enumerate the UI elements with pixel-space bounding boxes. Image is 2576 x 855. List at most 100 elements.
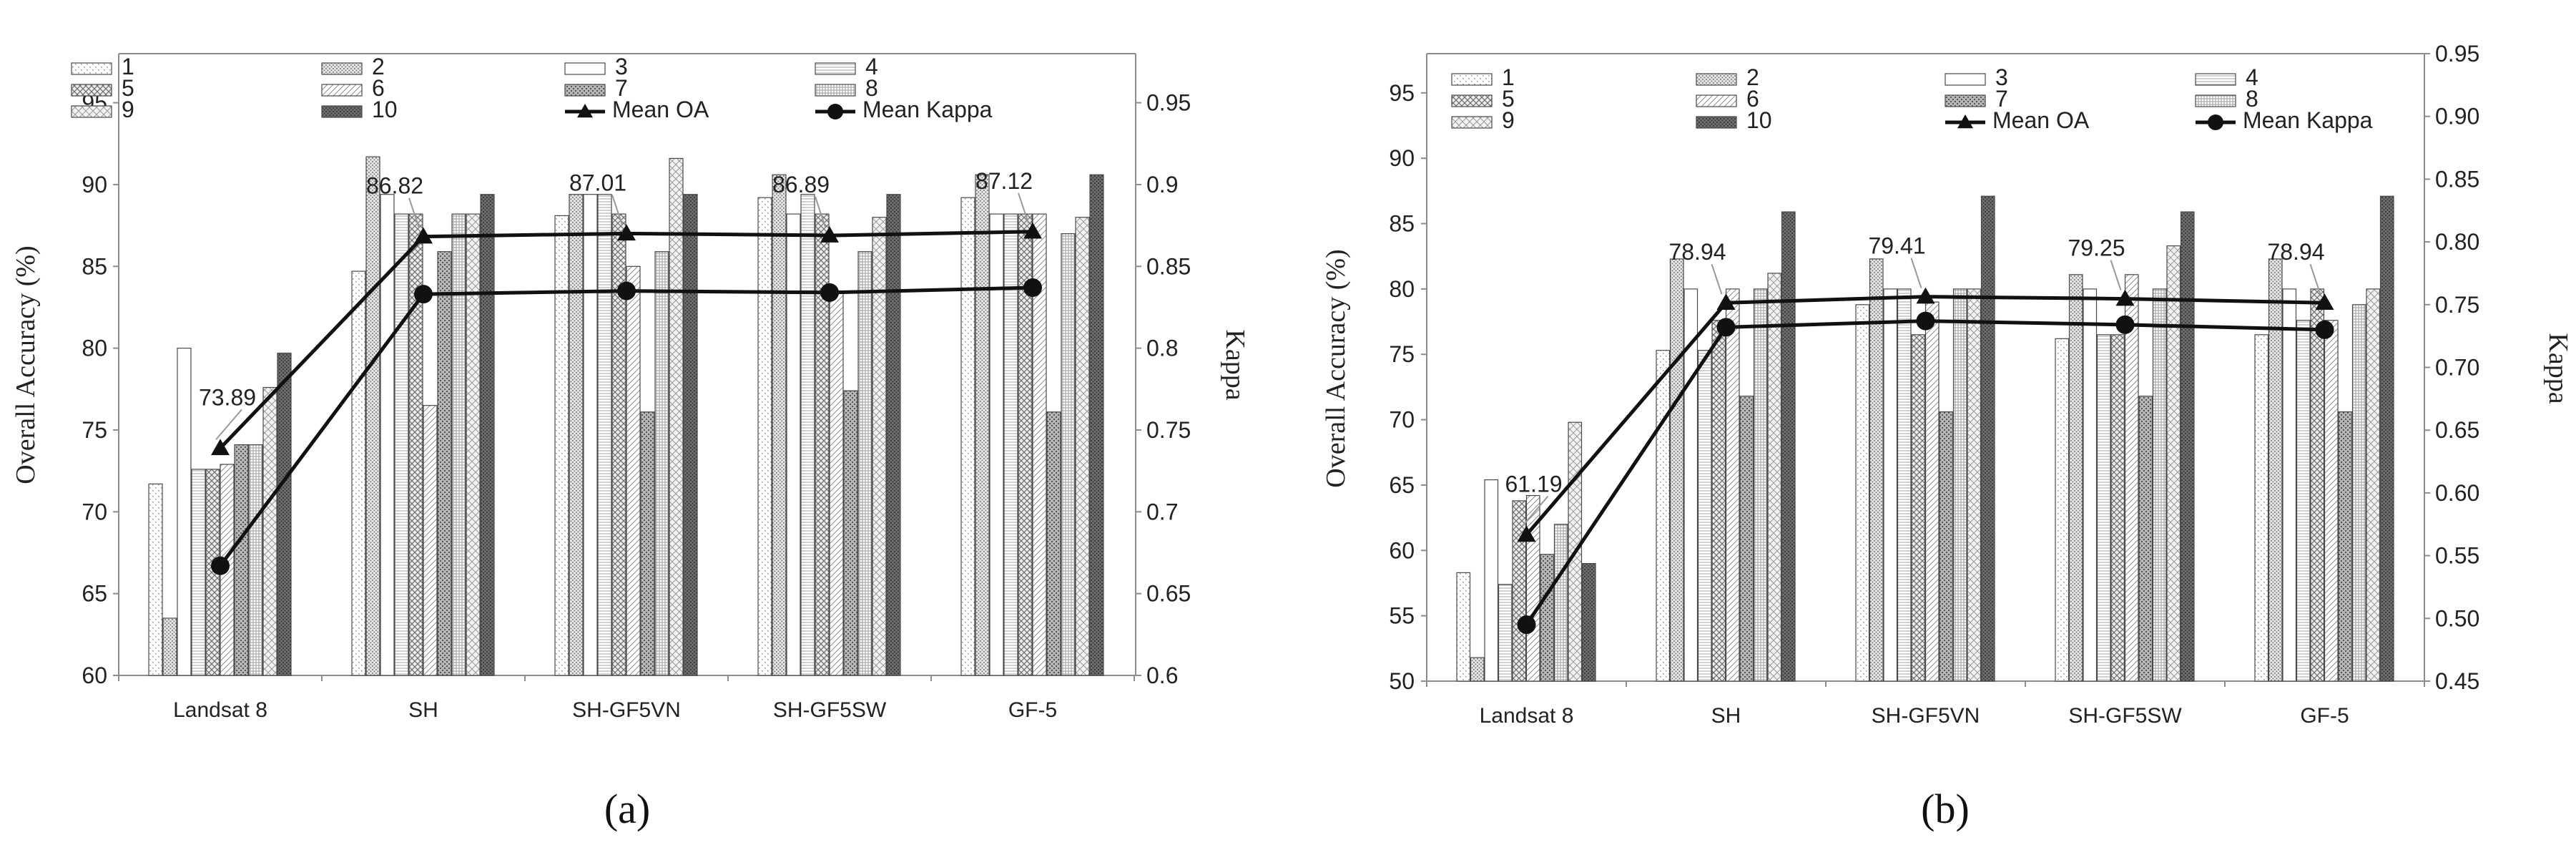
bar bbox=[162, 617, 177, 676]
legend-swatch bbox=[1945, 73, 1986, 86]
mean-kappa-marker bbox=[1023, 278, 1042, 298]
y-tick-label: 90 bbox=[1389, 145, 1415, 171]
bar bbox=[2166, 245, 2181, 682]
bars-a bbox=[148, 156, 1104, 676]
legend-label: 1 bbox=[1502, 64, 1515, 90]
bar bbox=[872, 217, 887, 676]
bars-b bbox=[1456, 195, 2394, 682]
annotation-callout bbox=[2110, 260, 2122, 290]
y-tick-label: 65 bbox=[1389, 472, 1415, 498]
legend-swatch bbox=[1696, 73, 1737, 86]
legend-label: 2 bbox=[1746, 64, 1759, 90]
y2-tick-label: 0.9 bbox=[1146, 172, 1178, 197]
bar bbox=[843, 390, 858, 676]
mean-oa-marker bbox=[1023, 222, 1042, 239]
y-tick-label: 70 bbox=[82, 499, 107, 524]
bar bbox=[1697, 350, 1712, 682]
mean-oa-line-b bbox=[1517, 287, 2334, 542]
legend-swatch bbox=[564, 62, 606, 75]
bar bbox=[234, 444, 249, 676]
mean-kappa-marker bbox=[1517, 615, 1536, 635]
x-tick-label: SH bbox=[1711, 704, 1741, 728]
bar bbox=[394, 213, 409, 676]
bar bbox=[1003, 213, 1018, 676]
bar bbox=[380, 194, 395, 676]
legend-label: Mean OA bbox=[612, 97, 709, 122]
annotation-callout bbox=[1711, 263, 1723, 295]
bar bbox=[1484, 479, 1499, 682]
legend-label: 3 bbox=[1995, 64, 2008, 90]
bar bbox=[960, 197, 975, 676]
bar bbox=[815, 213, 830, 676]
bar bbox=[2310, 288, 2325, 682]
y2-tick-label: 0.70 bbox=[2435, 355, 2479, 381]
x-tick-label: SH-GF5SW bbox=[773, 698, 887, 722]
legend-label: 6 bbox=[372, 75, 385, 101]
bar bbox=[365, 156, 380, 676]
y-tick-label: 85 bbox=[1389, 211, 1415, 237]
bar bbox=[1739, 396, 1754, 682]
bar bbox=[437, 251, 452, 676]
legend-swatch bbox=[1696, 116, 1737, 129]
bar bbox=[1939, 411, 1954, 682]
mean-oa-marker bbox=[1517, 525, 1536, 542]
legend-label: 4 bbox=[865, 54, 878, 79]
y-tick-label: 75 bbox=[82, 417, 107, 443]
x-tick-label: GF-5 bbox=[1008, 698, 1057, 722]
legend-swatch bbox=[564, 84, 606, 97]
legend-marker bbox=[1957, 114, 1973, 129]
mean-kappa-marker bbox=[1916, 311, 1935, 331]
y-tick-label: 95 bbox=[1389, 80, 1415, 106]
bar bbox=[2068, 274, 2083, 682]
y-tick-label: 65 bbox=[82, 581, 107, 607]
bar bbox=[2138, 396, 2153, 682]
legend-label: 1 bbox=[122, 54, 134, 79]
y2-tick-label: 0.55 bbox=[2435, 543, 2479, 569]
bar bbox=[248, 444, 263, 676]
bar bbox=[1855, 304, 1870, 682]
legend-label: 2 bbox=[372, 54, 385, 79]
mean-kappa-line-b bbox=[1517, 311, 2334, 635]
y2-tick-label: 0.65 bbox=[2435, 417, 2479, 443]
bar bbox=[451, 213, 466, 676]
bar bbox=[1656, 350, 1671, 682]
y2-tick-label: 0.75 bbox=[2435, 292, 2479, 318]
y2-axis-title-a: Kappa bbox=[1220, 329, 1250, 400]
mean-oa-marker bbox=[414, 227, 433, 244]
legend-swatch bbox=[2195, 73, 2236, 86]
bar bbox=[2351, 304, 2366, 682]
bar bbox=[1767, 273, 1782, 682]
legend-label: 9 bbox=[1502, 107, 1515, 133]
annotations-b: 61.19 78.94 79.41 79.25 78.94 bbox=[1505, 233, 2325, 527]
legend-swatch bbox=[1696, 94, 1737, 107]
mean-kappa-marker bbox=[211, 556, 230, 575]
bar bbox=[423, 405, 438, 676]
bar bbox=[683, 194, 698, 676]
bar bbox=[1711, 320, 1726, 682]
bar bbox=[772, 174, 787, 676]
legend-swatch bbox=[2195, 94, 2236, 107]
bar bbox=[829, 290, 844, 676]
y-tick-label: 80 bbox=[1389, 276, 1415, 302]
y2-tick-label: 0.90 bbox=[2435, 104, 2479, 130]
legend-label: 3 bbox=[615, 54, 628, 79]
annotation-callout bbox=[611, 195, 623, 225]
bar bbox=[1553, 524, 1568, 682]
y-axis-title-b: Overall Accuracy (%) bbox=[1321, 249, 1351, 487]
mean-kappa-marker bbox=[414, 285, 433, 304]
y-tick-label: 75 bbox=[1389, 341, 1415, 367]
bar bbox=[1498, 584, 1513, 682]
x-axis-b: Landsat 8 SH SH-GF5VN SH-GF5SW GF-5 bbox=[1426, 681, 2425, 728]
y2-tick-label: 0.7 bbox=[1146, 499, 1178, 524]
legend-label: 8 bbox=[865, 75, 878, 101]
legend-swatch bbox=[321, 84, 363, 97]
y-tick-label: 80 bbox=[82, 336, 107, 361]
y2-tick-label: 0.95 bbox=[1146, 90, 1191, 116]
y2-axis-b: 0.45 0.50 0.55 0.60 0.65 0.70 0.75 0.80 0.85 0.90… bbox=[2424, 41, 2479, 694]
y2-tick-label: 0.85 bbox=[2435, 166, 2479, 192]
mean-kappa-marker bbox=[1716, 318, 1736, 337]
legend-label: Mean OA bbox=[1992, 107, 2090, 133]
legend-marker bbox=[827, 104, 843, 119]
annotation-callout bbox=[2309, 263, 2321, 295]
